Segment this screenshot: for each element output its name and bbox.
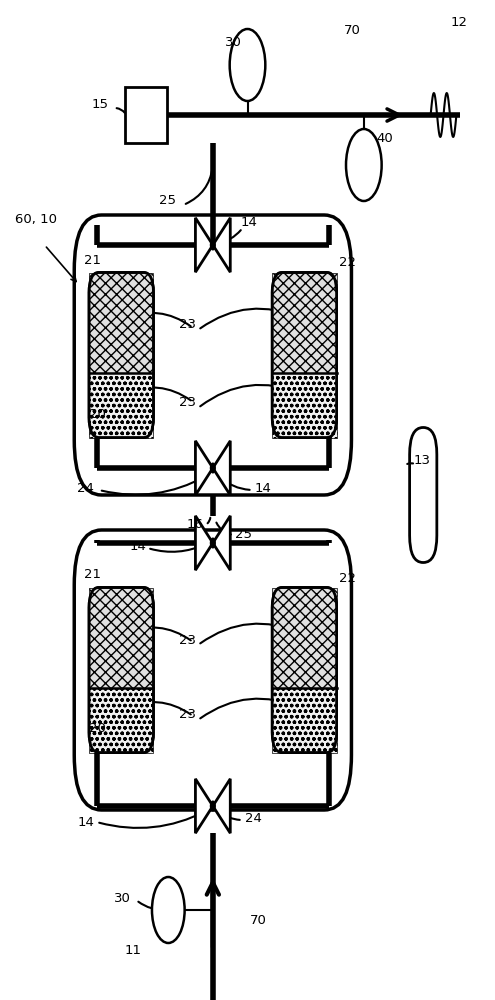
- FancyBboxPatch shape: [74, 530, 351, 810]
- Circle shape: [210, 801, 215, 811]
- Bar: [272, 688, 337, 753]
- Text: 21: 21: [84, 253, 101, 266]
- Polygon shape: [213, 441, 230, 495]
- Bar: [272, 688, 337, 753]
- FancyBboxPatch shape: [272, 587, 337, 753]
- Bar: [89, 272, 153, 372]
- Text: 23: 23: [179, 318, 196, 332]
- Text: 30: 30: [114, 892, 131, 904]
- FancyBboxPatch shape: [410, 428, 437, 562]
- Text: 70: 70: [344, 23, 361, 36]
- Bar: [272, 272, 337, 372]
- Circle shape: [346, 129, 382, 201]
- Text: 15: 15: [92, 99, 109, 111]
- Text: 25: 25: [235, 528, 252, 542]
- Polygon shape: [213, 218, 230, 272]
- Bar: [272, 272, 337, 372]
- Bar: [89, 587, 153, 688]
- Text: 14: 14: [255, 482, 272, 494]
- Text: 23: 23: [179, 634, 196, 647]
- Text: 23: 23: [179, 708, 196, 721]
- Text: 14: 14: [129, 540, 146, 552]
- Text: 14: 14: [240, 216, 257, 229]
- FancyBboxPatch shape: [74, 215, 351, 495]
- Bar: [89, 372, 153, 438]
- Polygon shape: [196, 516, 213, 570]
- Bar: [89, 688, 153, 753]
- Text: 24: 24: [77, 482, 94, 494]
- Text: 14: 14: [77, 815, 94, 828]
- Bar: [272, 587, 337, 688]
- Text: 70: 70: [250, 914, 267, 927]
- Bar: [272, 587, 337, 688]
- Circle shape: [152, 877, 185, 943]
- Text: 30: 30: [225, 36, 242, 49]
- Polygon shape: [213, 779, 230, 833]
- Bar: [272, 372, 337, 438]
- Text: 16: 16: [186, 518, 203, 532]
- Text: 22: 22: [339, 255, 356, 268]
- Text: 40: 40: [376, 131, 393, 144]
- Bar: [272, 372, 337, 438]
- FancyBboxPatch shape: [89, 587, 153, 753]
- Bar: [125, 88, 167, 142]
- Text: 12: 12: [450, 15, 467, 28]
- Polygon shape: [196, 441, 213, 495]
- Text: 25: 25: [159, 194, 176, 207]
- Text: 13: 13: [413, 454, 430, 466]
- Text: 23: 23: [179, 395, 196, 408]
- Bar: [89, 372, 153, 438]
- Circle shape: [210, 463, 215, 473]
- Circle shape: [230, 29, 265, 101]
- FancyBboxPatch shape: [272, 272, 337, 438]
- Polygon shape: [196, 218, 213, 272]
- Text: 11: 11: [124, 944, 141, 956]
- Text: 60, 10: 60, 10: [15, 214, 57, 227]
- Text: 20: 20: [89, 722, 106, 734]
- Polygon shape: [213, 516, 230, 570]
- Text: 22: 22: [339, 571, 356, 584]
- Text: 21: 21: [84, 568, 101, 581]
- Bar: [89, 688, 153, 753]
- Bar: [89, 587, 153, 688]
- Circle shape: [210, 538, 215, 548]
- Bar: [89, 272, 153, 372]
- Text: 24: 24: [245, 811, 262, 824]
- Polygon shape: [196, 779, 213, 833]
- Circle shape: [210, 240, 215, 250]
- Text: 20: 20: [89, 408, 106, 422]
- FancyBboxPatch shape: [89, 272, 153, 438]
